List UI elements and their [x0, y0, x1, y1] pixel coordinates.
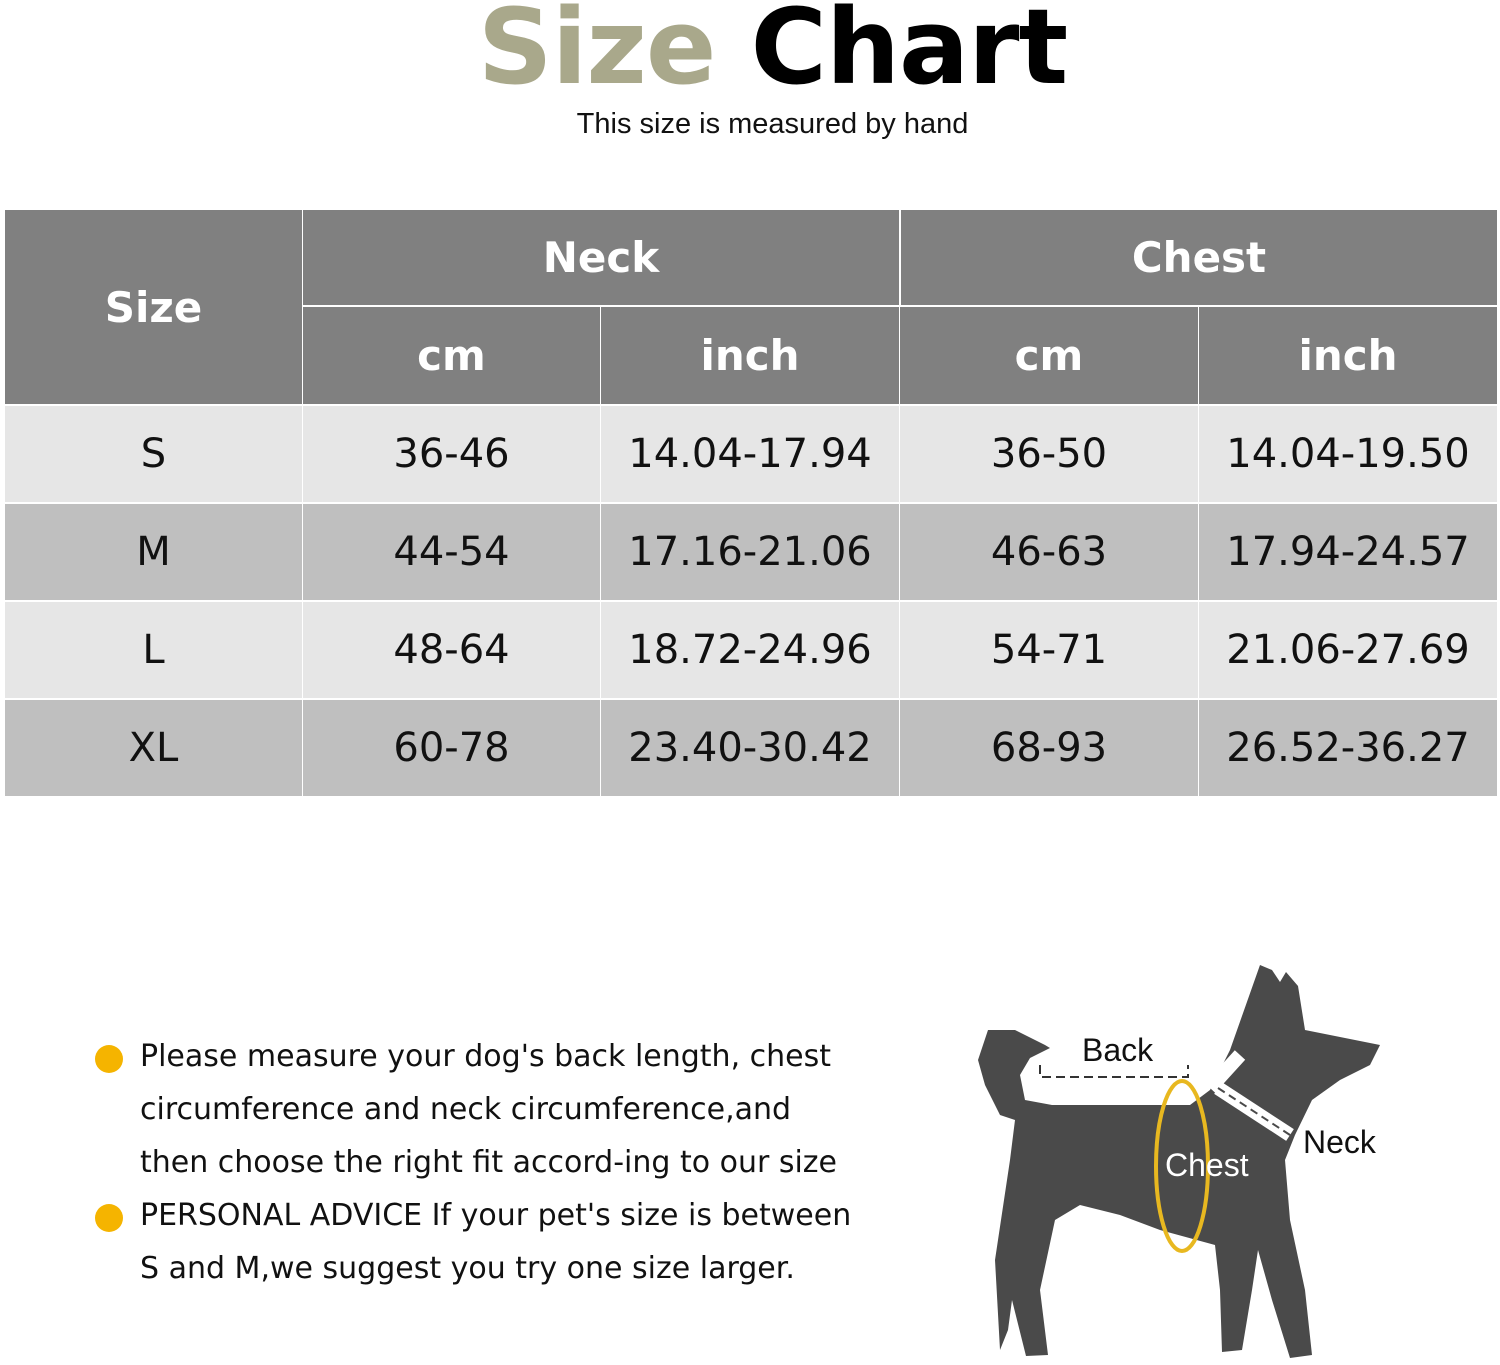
header-neck: Neck	[303, 210, 899, 305]
back-label: Back	[1082, 1032, 1154, 1068]
header-chest: Chest	[901, 210, 1497, 305]
table-cell: 14.04-19.50	[1199, 406, 1497, 502]
title-size: Size	[477, 0, 717, 108]
header-size: Size	[5, 210, 302, 404]
header-unit: cm	[900, 307, 1198, 404]
table-cell: 54-71	[900, 602, 1198, 698]
table-cell: 17.94-24.57	[1199, 504, 1497, 600]
table-cell: 36-50	[900, 406, 1198, 502]
size-cell: S	[5, 406, 302, 502]
note-line: circumference and neck circumference,and	[140, 1092, 792, 1127]
page-title: Size Chart	[0, 0, 1500, 108]
note-line: Please measure your dog's back length, c…	[140, 1039, 831, 1074]
table-cell: 48-64	[303, 602, 600, 698]
size-cell: M	[5, 504, 302, 600]
chest-ring	[1154, 1079, 1210, 1253]
note-line: PERSONAL ADVICE If your pet's size is be…	[140, 1198, 852, 1233]
title-chart: Chart	[750, 0, 1069, 108]
table-cell: 68-93	[900, 700, 1198, 796]
neck-label: Neck	[1303, 1124, 1377, 1160]
header-unit: cm	[303, 307, 600, 404]
table-cell: 14.04-17.94	[601, 406, 899, 502]
note-line: S and M,we suggest you try one size larg…	[140, 1251, 795, 1286]
bullet-dot-icon	[95, 1045, 123, 1073]
chest-label: Chest	[1165, 1147, 1249, 1183]
notes-list: Please measure your dog's back length, c…	[95, 1030, 885, 1295]
size-cell: L	[5, 602, 302, 698]
bullet-dot-icon	[95, 1204, 123, 1232]
table-cell: 36-46	[303, 406, 600, 502]
header-unit: inch	[1199, 307, 1497, 404]
table-cell: 23.40-30.42	[601, 700, 899, 796]
header-unit: inch	[601, 307, 899, 404]
note-item: Please measure your dog's back length, c…	[95, 1030, 885, 1189]
dog-measurement-diagram: Back Chest Neck	[978, 965, 1380, 1358]
table-cell: 26.52-36.27	[1199, 700, 1497, 796]
note-item: PERSONAL ADVICE If your pet's size is be…	[95, 1189, 885, 1295]
table-cell: 60-78	[303, 700, 600, 796]
subtitle: This size is measured by hand	[576, 108, 969, 140]
back-dashed-line	[1039, 1065, 1189, 1078]
size-cell: XL	[5, 700, 302, 796]
dog-silhouette-icon	[978, 965, 1380, 1358]
table-cell: 44-54	[303, 504, 600, 600]
note-line: then choose the right fit accord-ing to …	[140, 1145, 838, 1180]
table-cell: 18.72-24.96	[601, 602, 899, 698]
table-cell: 46-63	[900, 504, 1198, 600]
table-cell: 17.16-21.06	[601, 504, 899, 600]
table-cell: 21.06-27.69	[1199, 602, 1497, 698]
